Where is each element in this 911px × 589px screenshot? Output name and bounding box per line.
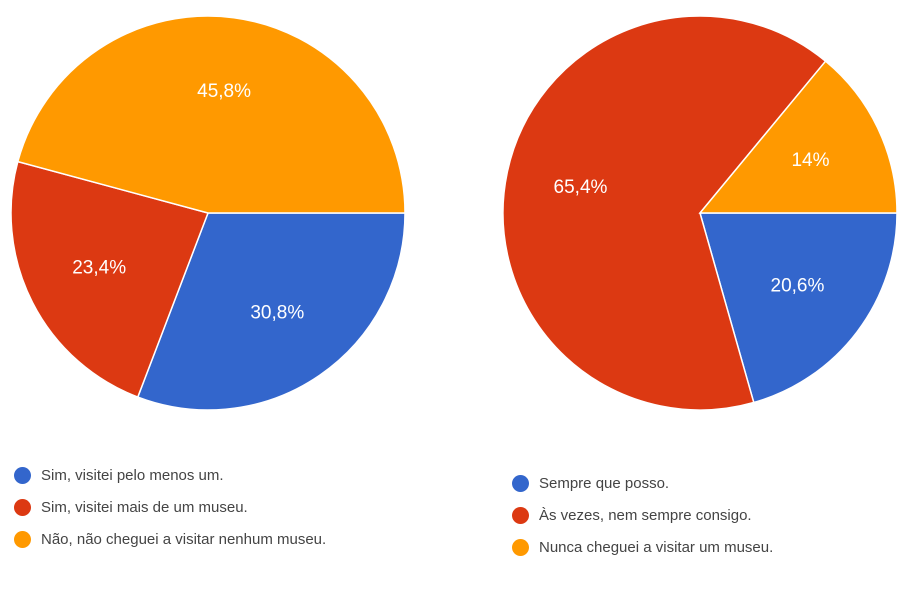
data-label: 14%: [791, 150, 829, 171]
legend-swatch: [512, 507, 529, 524]
data-label: 30,8%: [250, 303, 304, 324]
legend: Sempre que posso. Às vezes, nem sempre co…: [512, 474, 902, 570]
legend-item: Nunca cheguei a visitar um museu.: [512, 538, 902, 557]
data-label: 23,4%: [72, 257, 126, 278]
pie-slice: [699, 212, 898, 404]
charts: 30,8% 23,4% 45,8% 20,6% 65,4% 14%: [10, 15, 898, 411]
legend-swatch: [14, 499, 31, 516]
legend-label: Sempre que posso.: [539, 475, 670, 492]
legend-label: Sim, visitei pelo menos um.: [41, 467, 224, 484]
pie-slice: [10, 160, 209, 399]
legend: Sim, visitei pelo menos um. Sim, visitei …: [14, 466, 414, 562]
legend-item: Sempre que posso.: [512, 474, 902, 493]
data-label: 20,6%: [771, 276, 825, 297]
pie-slice: [698, 60, 898, 214]
pie-slice: [136, 212, 406, 411]
legend-item: Não, não cheguei a visitar nenhum museu.: [14, 530, 414, 549]
legend-label: Às vezes, nem sempre consigo.: [539, 507, 752, 524]
pie-slice: [502, 15, 827, 411]
legend-swatch: [14, 531, 31, 548]
legend-swatch: [512, 475, 529, 492]
legend-swatch: [512, 539, 529, 556]
data-label: 65,4%: [554, 177, 608, 198]
legend-label: Não, não cheguei a visitar nenhum museu.: [41, 531, 327, 548]
legend-item: Às vezes, nem sempre consigo.: [512, 506, 902, 525]
legend-swatch: [14, 467, 31, 484]
legend-label: Sim, visitei mais de um museu.: [41, 499, 248, 516]
legend-label: Nunca cheguei a visitar um museu.: [539, 539, 774, 556]
legend-item: Sim, visitei mais de um museu.: [14, 498, 414, 517]
pie-slice: [16, 15, 406, 214]
legend-item: Sim, visitei pelo menos um.: [14, 466, 414, 485]
data-label: 45,8%: [197, 81, 251, 102]
